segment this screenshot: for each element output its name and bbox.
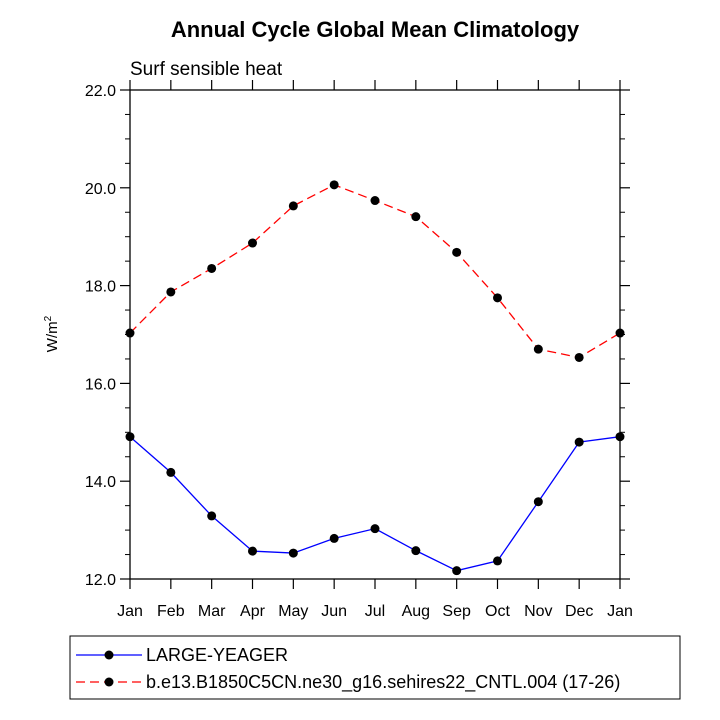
data-point	[370, 196, 380, 206]
major-ticks	[120, 80, 630, 589]
data-point	[288, 201, 298, 211]
data-point	[533, 497, 543, 507]
x-tick-label: Sep	[442, 603, 471, 620]
data-point	[574, 352, 584, 362]
y-tick-label: 12.0	[85, 572, 116, 589]
x-tick-labels: Jan Feb Mar Apr May Jun Jul Aug Sep Oct Nov Dec Jan	[117, 603, 633, 620]
series-layer	[125, 180, 625, 576]
y-tick-label: 14.0	[85, 474, 116, 491]
x-tick-label: Jan	[607, 603, 633, 620]
legend-marker	[104, 650, 114, 660]
data-point	[452, 247, 462, 257]
data-point	[248, 546, 257, 556]
legend-label: b.e13.B1850C5CN.ne30_g16.sehires22_CNTL.…	[146, 672, 620, 693]
data-point	[411, 212, 421, 222]
data-point	[370, 524, 380, 534]
series-2	[125, 180, 625, 362]
x-tick-label: May	[278, 603, 308, 620]
x-tick-label: Apr	[240, 603, 266, 620]
data-point	[411, 546, 421, 556]
plot-frame	[129, 89, 621, 580]
legend: LARGE-YEAGER b.e13.B1850C5CN.ne30_g16.seh…	[69, 635, 681, 700]
y-tick-label: 18.0	[85, 279, 116, 296]
data-point	[248, 238, 257, 248]
data-point	[493, 556, 502, 566]
data-point	[533, 344, 543, 354]
data-point	[166, 467, 176, 477]
data-point	[288, 548, 298, 558]
x-tick-label: Dec	[565, 603, 593, 620]
data-point	[166, 287, 176, 297]
chart-title: Annual Cycle Global Mean Climatology	[171, 17, 580, 42]
svg-text:W/m2: W/m2	[43, 315, 61, 352]
series-line	[129, 436, 621, 572]
x-tick-label: Aug	[402, 603, 430, 620]
x-tick-label: Oct	[485, 603, 510, 620]
data-point	[574, 437, 584, 447]
x-tick-label: Jan	[117, 603, 143, 620]
minor-ticks	[125, 113, 625, 556]
series-line	[129, 184, 621, 359]
legend-box	[69, 635, 681, 700]
chart-subtitle: Surf sensible heat	[130, 59, 283, 80]
y-axis-label-text: W/m	[44, 321, 61, 352]
x-tick-label: Nov	[524, 603, 552, 620]
data-point	[329, 533, 339, 543]
data-point	[452, 566, 462, 576]
legend-marker	[104, 677, 114, 687]
legend-label: LARGE-YEAGER	[146, 645, 288, 665]
y-axis-label: W/m2	[43, 315, 61, 352]
series-1	[125, 432, 625, 576]
data-point	[493, 293, 502, 303]
y-tick-label: 16.0	[85, 376, 116, 393]
x-tick-label: Jun	[321, 603, 347, 620]
x-tick-label: Feb	[157, 603, 185, 620]
y-tick-labels: 12.0 14.0 16.0 18.0 20.0 22.0	[85, 83, 116, 589]
x-tick-label: Jul	[365, 603, 385, 620]
x-tick-label: Mar	[198, 603, 226, 620]
data-point	[207, 511, 217, 521]
y-tick-label: 22.0	[85, 83, 116, 100]
y-tick-label: 20.0	[85, 181, 116, 198]
data-point	[207, 263, 217, 273]
data-point	[329, 180, 339, 190]
y-axis-label-superscript: 2	[43, 315, 54, 321]
